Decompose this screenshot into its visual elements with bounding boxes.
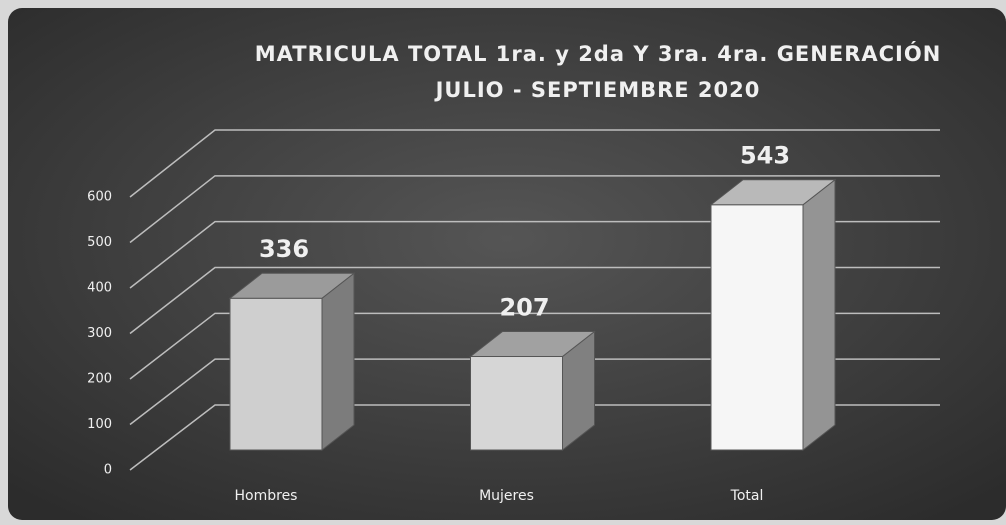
bar-front [229, 297, 323, 451]
grid-line [129, 129, 940, 198]
data-label: 336 [259, 235, 309, 263]
data-label: 543 [740, 142, 790, 170]
chart-title: MATRICULA TOTAL 1ra. y 2da Y 3ra. 4ra. G… [255, 41, 942, 66]
y-tick-label: 300 [87, 326, 112, 341]
x-tick-label: Mujeres [479, 488, 534, 504]
bar-top [469, 331, 596, 358]
grid-line [129, 312, 940, 380]
bar-side [321, 272, 355, 452]
y-tick-label: 200 [87, 372, 112, 387]
bar-top [709, 179, 837, 206]
bar-front [710, 204, 804, 451]
grid-line [129, 175, 940, 244]
chart-subtitle: JULIO - SEPTIEMBRE 2020 [434, 78, 761, 102]
y-tick-label: 600 [87, 190, 112, 205]
y-tick-label: 100 [87, 417, 112, 432]
grid-line [129, 220, 940, 289]
y-tick-label: 0 [104, 463, 112, 478]
grid-line [129, 266, 940, 335]
bar-side [802, 178, 836, 452]
grid-line [129, 404, 940, 471]
bar-top [228, 272, 356, 299]
data-label: 207 [499, 294, 549, 322]
y-tick-label: 500 [87, 235, 112, 250]
bar-front [470, 356, 563, 451]
x-tick-label: Hombres [235, 488, 298, 504]
grid-line [129, 358, 940, 426]
y-tick-label: 400 [87, 281, 112, 296]
x-tick-label: Total [730, 488, 764, 504]
